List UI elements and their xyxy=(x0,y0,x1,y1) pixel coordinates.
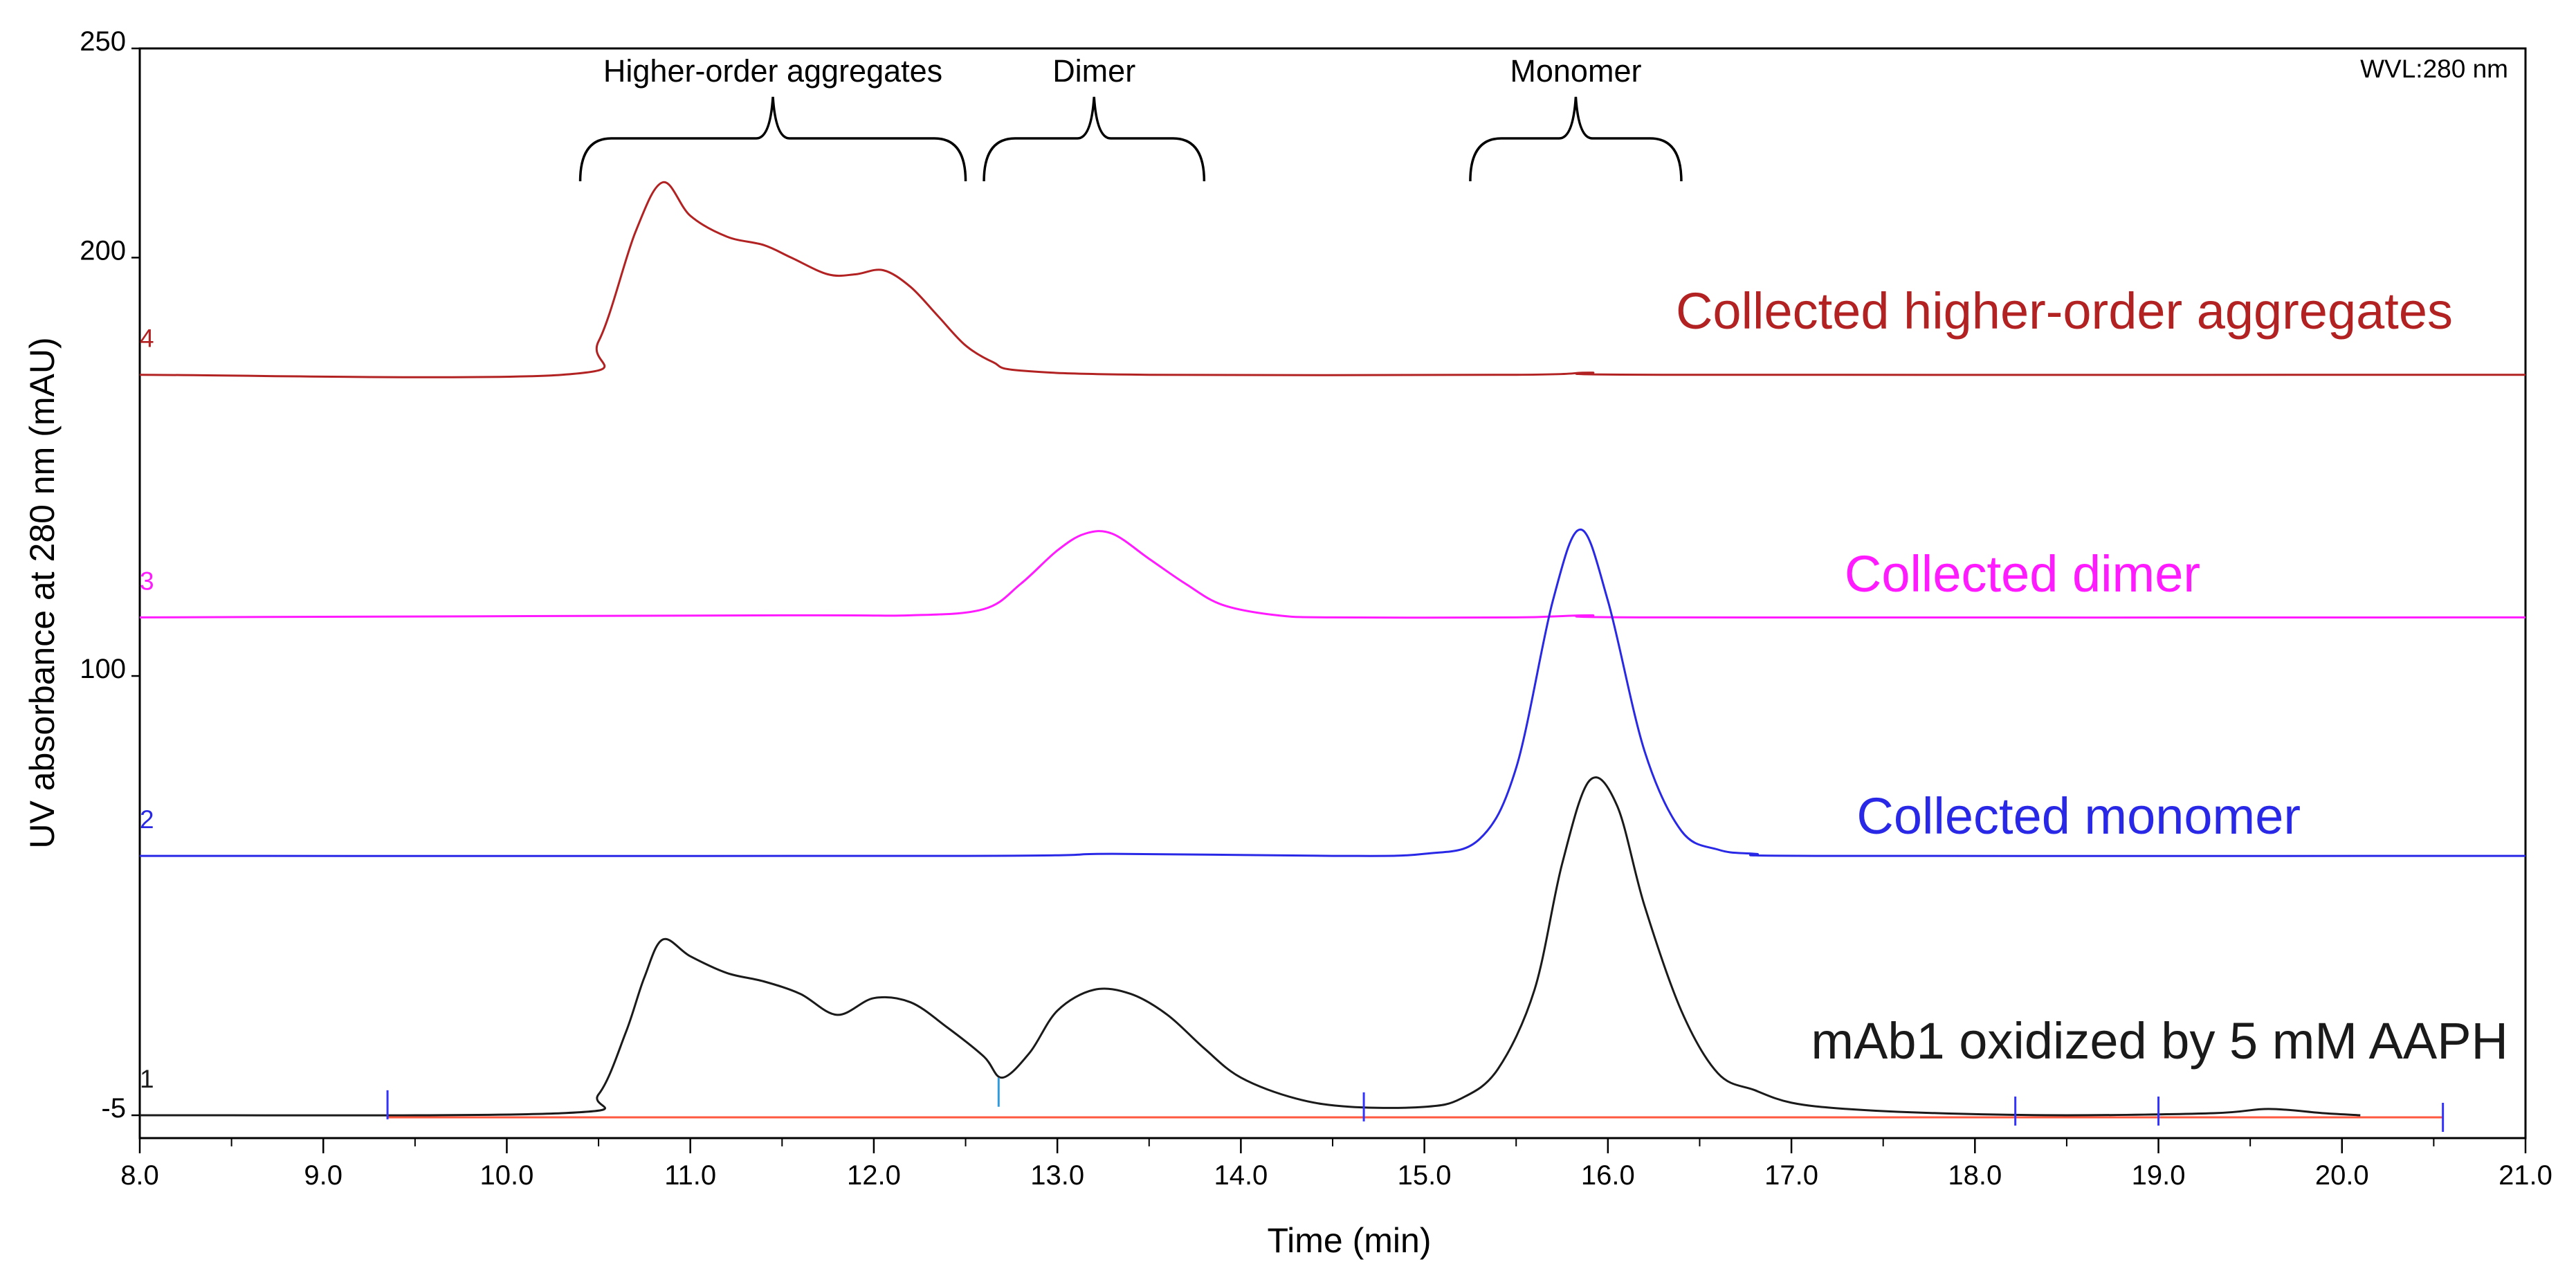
trace-number-4: 1 xyxy=(140,1065,154,1093)
series-line-1 xyxy=(139,181,2526,378)
y-tick-label: 100 xyxy=(80,654,126,684)
y-tick-label: 200 xyxy=(80,235,126,266)
trace-number-3: 2 xyxy=(140,805,154,834)
wavelength-label: WVL:280 nm xyxy=(2360,55,2508,83)
series-label-4: mAb1 oxidized by 5 mM AAPH xyxy=(1811,1012,2508,1070)
x-tick-label: 12.0 xyxy=(847,1160,901,1191)
bracket-label: Monomer xyxy=(1510,53,1641,89)
x-axis-title: Time (min) xyxy=(1267,1221,1431,1260)
bracket xyxy=(1469,96,1683,182)
x-tick-label: 20.0 xyxy=(2315,1160,2369,1191)
series-line-4 xyxy=(139,776,2361,1117)
series-label-2: Collected dimer xyxy=(1845,545,2200,603)
x-tick-label: 18.0 xyxy=(1948,1160,2002,1191)
series-label-3: Collected monomer xyxy=(1856,787,2301,845)
series-label-1: Collected higher-order aggregates xyxy=(1676,282,2453,340)
bracket xyxy=(983,96,1206,182)
y-tick-label: -5 xyxy=(101,1093,126,1124)
series-line-2 xyxy=(139,530,2526,619)
x-tick-label: 15.0 xyxy=(1398,1160,1452,1191)
axis-ticks: 8.0 9.0 10.0 11.0 12.0 13.0 14.0 15.0 16.0 17.0 18… xyxy=(80,26,2552,1191)
x-tick-label: 8.0 xyxy=(120,1160,159,1191)
x-tick-label: 9.0 xyxy=(304,1160,342,1191)
bracket-label: Higher-order aggregates xyxy=(603,53,942,89)
x-tick-label: 13.0 xyxy=(1030,1160,1084,1191)
x-tick-label: 16.0 xyxy=(1581,1160,1635,1191)
x-tick-label: 21.0 xyxy=(2499,1160,2552,1191)
x-tick-label: 11.0 xyxy=(664,1160,716,1191)
trace-number-1: 4 xyxy=(140,324,154,353)
x-tick-label: 19.0 xyxy=(2132,1160,2186,1191)
y-axis-title: UV absorbance at 280 nm (mAU) xyxy=(23,337,62,848)
bracket-layer: Higher-order aggregates Dimer Monomer xyxy=(578,53,1683,182)
x-tick-label: 10.0 xyxy=(480,1160,534,1191)
series-layer: Collected higher-order aggregates 4 Collec… xyxy=(139,181,2526,1119)
peak-marker-layer xyxy=(386,1077,2445,1132)
x-tick-label: 14.0 xyxy=(1214,1160,1268,1191)
series-line-3 xyxy=(139,528,2526,857)
bracket xyxy=(578,96,967,182)
x-tick-label: 17.0 xyxy=(1764,1160,1818,1191)
trace-number-2: 3 xyxy=(140,567,154,595)
bracket-label: Dimer xyxy=(1052,53,1135,89)
y-tick-label: 250 xyxy=(80,26,126,57)
